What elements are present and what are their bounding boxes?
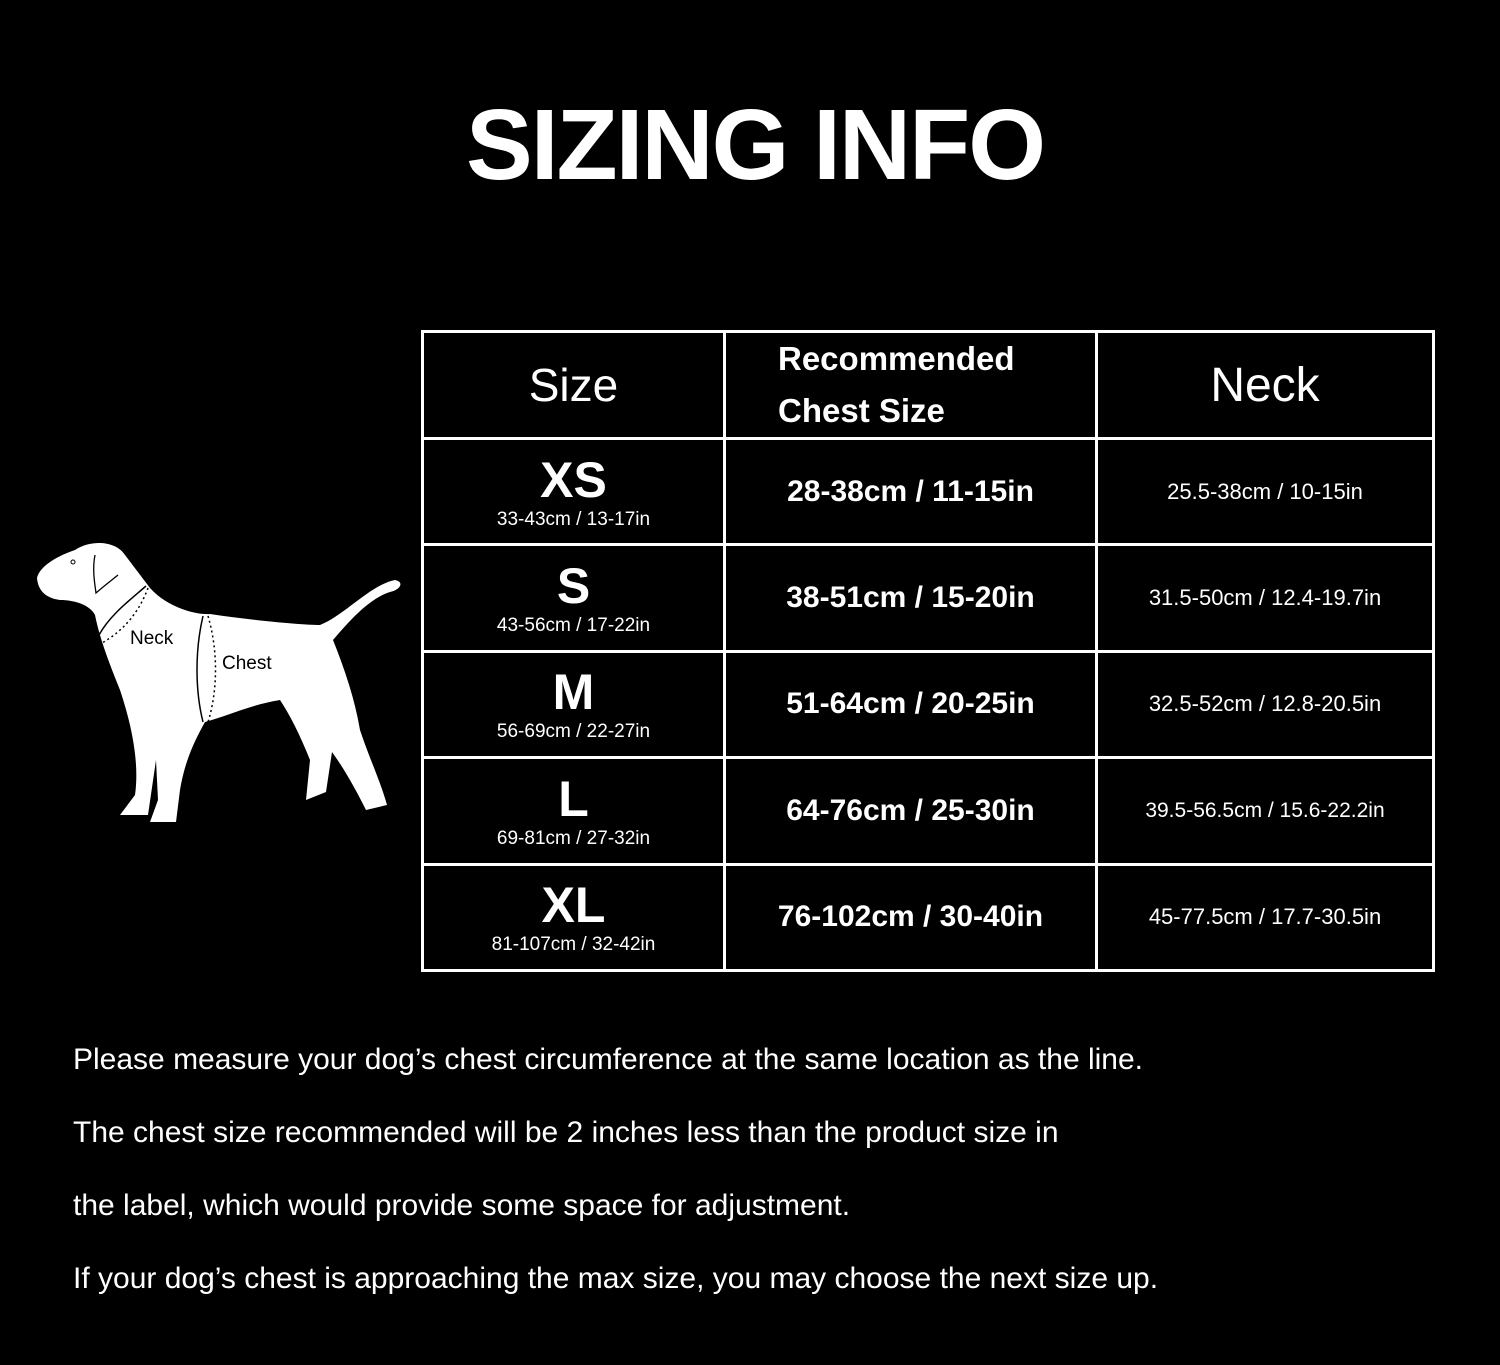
product-size: 43-56cm / 17-22in: [496, 615, 651, 637]
product-size: 81-107cm / 32-42in: [491, 934, 656, 956]
table-row: L 69-81cm / 27-32in 64-76cm / 25-30in 39.…: [421, 756, 1435, 866]
chest-label: Chest: [222, 653, 272, 674]
neck-cell: 32.5-52cm / 12.8-20.5in: [1095, 649, 1435, 760]
chest-line: [196, 615, 204, 723]
chest-cell: 51-64cm / 20-25in: [723, 649, 1098, 760]
product-size: 56-69cm / 22-27in: [496, 721, 651, 743]
table-row: M 56-69cm / 22-27in 51-64cm / 20-25in 32.…: [421, 649, 1435, 760]
size-label: L: [558, 770, 589, 827]
header-chest: Recommended Chest Size: [723, 330, 1098, 440]
neck-cell: 31.5-50cm / 12.4-19.7in: [1095, 543, 1435, 653]
chest-cell: 28-38cm / 11-15in: [723, 436, 1098, 547]
size-label: XS: [540, 451, 607, 508]
chest-cell: 76-102cm / 30-40in: [723, 862, 1098, 973]
table-row: XL 81-107cm / 32-42in 76-102cm / 30-40in …: [421, 862, 1435, 973]
dog-silhouette: [37, 543, 401, 822]
size-cell: XS 33-43cm / 13-17in: [421, 436, 726, 547]
neck-line: [98, 585, 147, 636]
size-cell: XL 81-107cm / 32-42in: [421, 862, 726, 973]
sizing-table: Size Recommended Chest Size Neck XS 33-43c…: [421, 330, 1435, 973]
dog-measurement-diagram: Neck Chest: [37, 543, 401, 822]
chest-cell: 64-76cm / 25-30in: [723, 756, 1098, 866]
page-title: SIZING INFO: [466, 89, 1046, 201]
table-header-row: Size Recommended Chest Size Neck: [421, 330, 1435, 440]
note-line: Please measure your dog’s chest circumfe…: [73, 1043, 1144, 1076]
header-neck: Neck: [1095, 330, 1435, 440]
header-size: Size: [421, 330, 726, 440]
note-line: the label, which would provide some spac…: [73, 1189, 851, 1222]
product-size: 69-81cm / 27-32in: [496, 827, 651, 849]
size-cell: M 56-69cm / 22-27in: [421, 649, 726, 760]
note-line: If your dog’s chest is approaching the m…: [73, 1262, 1159, 1295]
table-row: XS 33-43cm / 13-17in 28-38cm / 11-15in 25…: [421, 436, 1435, 547]
note-line: The chest size recommended will be 2 inc…: [73, 1116, 1059, 1149]
size-label: M: [552, 664, 595, 721]
size-label: XL: [541, 877, 606, 934]
size-cell: S 43-56cm / 17-22in: [421, 543, 726, 653]
size-label: S: [556, 558, 591, 615]
size-cell: L 69-81cm / 27-32in: [421, 756, 726, 866]
header-chest-line1: Recommended: [778, 340, 1015, 377]
product-size: 33-43cm / 13-17in: [496, 508, 651, 530]
neck-cell: 45-77.5cm / 17.7-30.5in: [1095, 862, 1435, 973]
neck-cell: 25.5-38cm / 10-15in: [1095, 436, 1435, 547]
chest-dotted-line: [207, 615, 217, 723]
chest-cell: 38-51cm / 15-20in: [723, 543, 1098, 653]
neck-dotted-line: [101, 587, 149, 644]
neck-label: Neck: [130, 628, 174, 649]
neck-cell: 39.5-56.5cm / 15.6-22.2in: [1095, 756, 1435, 866]
table-row: S 43-56cm / 17-22in 38-51cm / 15-20in 31.…: [421, 543, 1435, 653]
header-chest-line2: Chest Size: [778, 392, 945, 429]
sizing-notes: Please measure your dog’s chest circumfe…: [73, 1038, 1158, 1330]
